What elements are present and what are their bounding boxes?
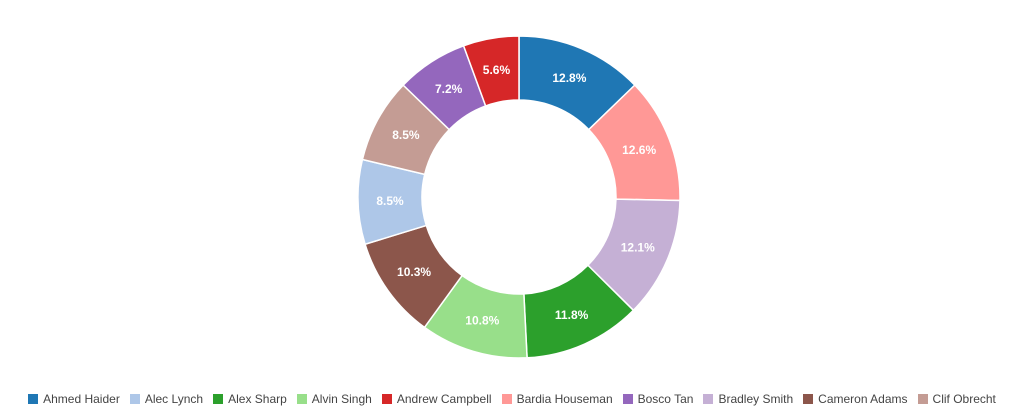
legend-label: Alex Sharp <box>228 392 287 406</box>
legend-item-bradley-smith[interactable]: Bradley Smith <box>703 392 793 406</box>
slice-label-alex-sharp: 11.8% <box>555 308 589 322</box>
legend-label: Andrew Campbell <box>396 392 492 406</box>
slice-label-alec-lynch: 8.5% <box>376 194 404 208</box>
legend-item-andrew-campbell[interactable]: Andrew Campbell <box>381 392 492 406</box>
legend-label: Ahmed Haider <box>43 392 120 406</box>
legend-item-ahmed-haider[interactable]: Ahmed Haider <box>28 392 120 406</box>
legend-label: Alvin Singh <box>311 392 372 406</box>
legend-swatch <box>28 394 39 404</box>
donut-chart-svg: 12.8% 12.6% 12.1% 11.8% 10.8% 10.3% 8.5% 8.5% 7.… <box>357 35 681 359</box>
slice-label-bradley-smith: 12.1% <box>621 240 655 254</box>
legend-item-alec-lynch[interactable]: Alec Lynch <box>129 392 204 406</box>
legend-label: Bosco Tan <box>637 392 694 406</box>
chart-legend: Ahmed Haider Alec Lynch Alex Sharp Alvin Si… <box>0 392 1024 406</box>
slice-label-ahmed-haider: 12.8% <box>552 71 586 85</box>
legend-label: Bradley Smith <box>718 392 794 406</box>
legend-swatch <box>501 394 512 404</box>
legend-item-cameron-adams[interactable]: Cameron Adams <box>803 392 908 406</box>
legend-swatch <box>803 394 814 404</box>
legend-swatch <box>917 394 928 404</box>
legend-label: Clif Obrecht <box>932 392 996 406</box>
legend-label: Bardia Houseman <box>516 392 613 406</box>
legend-swatch <box>213 394 224 404</box>
slice-andrew-campbell[interactable] <box>462 35 520 107</box>
legend-swatch <box>129 394 140 404</box>
legend-item-bosco-tan[interactable]: Bosco Tan <box>622 392 694 406</box>
legend-item-bardia-houseman[interactable]: Bardia Houseman <box>501 392 613 406</box>
legend-item-alvin-singh[interactable]: Alvin Singh <box>296 392 372 406</box>
slice-label-cameron-adams: 10.3% <box>397 265 431 279</box>
slice-label-bardia-houseman: 12.6% <box>622 143 656 157</box>
legend-item-alex-sharp[interactable]: Alex Sharp <box>213 392 287 406</box>
legend-swatch <box>381 394 392 404</box>
legend-swatch <box>622 394 633 404</box>
slice-label-bosco-tan: 7.2% <box>435 82 463 96</box>
slice-label-clif-obrecht: 8.5% <box>392 128 420 142</box>
slice-label-alvin-singh: 10.8% <box>465 314 499 328</box>
legend-swatch <box>296 394 307 404</box>
legend-label: Cameron Adams <box>818 392 908 406</box>
legend-label: Alec Lynch <box>144 392 204 406</box>
legend-item-clif-obrecht[interactable]: Clif Obrecht <box>917 392 996 406</box>
legend-swatch <box>703 394 714 404</box>
slice-label-andrew-campbell: 5.6% <box>483 63 511 77</box>
